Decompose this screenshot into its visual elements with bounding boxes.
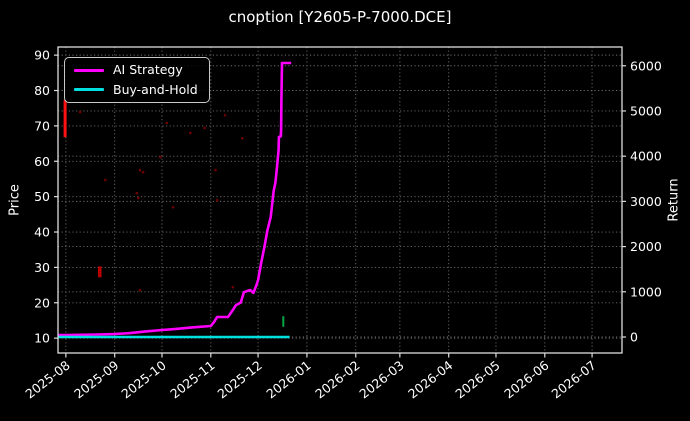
left-axis-label: Price — [7, 184, 23, 216]
tick-label: 70 — [34, 118, 50, 133]
trade-markers — [63, 100, 285, 327]
price-speck — [215, 198, 219, 202]
tick-label: 2026-06 — [501, 358, 551, 402]
tick-label: 90 — [34, 48, 50, 63]
tick-label: 60 — [34, 154, 50, 169]
tick-label: 20 — [34, 295, 50, 310]
price-speck — [159, 155, 162, 159]
price-speck — [138, 168, 142, 172]
price-speck — [214, 168, 217, 172]
ai-strategy-line-swatch — [74, 68, 104, 72]
tick-label: 2000 — [630, 239, 662, 254]
ai-strategy-line — [58, 61, 292, 337]
tick-label: 2026-02 — [312, 358, 362, 402]
price-speck — [223, 113, 227, 117]
price-speck — [189, 131, 192, 135]
price-speck — [231, 285, 235, 289]
legend-label-ai-strategy: AI Strategy — [113, 62, 183, 77]
tick-label: 2025-12 — [215, 358, 265, 402]
plot-spines — [57, 46, 623, 354]
chart-title: cnoption [Y2605-P-7000.DCE] — [228, 8, 452, 26]
tick-label: 2026-05 — [452, 358, 502, 402]
price-speck — [138, 288, 142, 292]
tick-label: 4000 — [630, 149, 662, 164]
price-speck — [241, 136, 244, 140]
price-speck — [165, 121, 169, 125]
legend: AI Strategy Buy-and-Hold — [64, 57, 210, 103]
legend-label-buy-and-hold: Buy-and-Hold — [113, 81, 198, 97]
tick-label: 30 — [34, 260, 50, 275]
tick-label: 2025-11 — [167, 358, 217, 402]
tick-label: 50 — [34, 189, 50, 204]
legend-item-ai-strategy: AI Strategy — [74, 62, 198, 77]
tick-label: 2026-03 — [356, 358, 406, 402]
price-speck — [171, 205, 175, 209]
tick-label: 10 — [34, 331, 50, 346]
right-axis-label: Return — [666, 178, 682, 222]
price-speck — [135, 191, 139, 195]
price-speck — [141, 170, 145, 174]
tick-label: 3000 — [630, 194, 662, 209]
tick-label: 1000 — [630, 284, 662, 299]
tick-label: 6000 — [630, 58, 662, 73]
tick-label: 2026-07 — [549, 358, 599, 402]
tick-label: 2026-01 — [263, 358, 313, 402]
tick-label: 2025-09 — [71, 358, 121, 402]
tick-marks — [54, 54, 626, 358]
tick-label: 2025-10 — [118, 358, 168, 402]
tick-label: 5000 — [630, 103, 662, 118]
tick-label: 0 — [630, 329, 638, 344]
price-speck — [78, 110, 82, 114]
price-speck — [137, 196, 140, 200]
tick-label: 40 — [34, 225, 50, 240]
price-speck-scatter — [78, 110, 244, 292]
buy-and-hold-line-swatch — [74, 88, 104, 92]
price-speck — [203, 126, 206, 130]
price-speck — [103, 178, 107, 182]
tick-label: 2026-04 — [405, 358, 455, 402]
tick-label: 2025-08 — [22, 358, 72, 402]
plot-border — [57, 46, 623, 354]
legend-item-buy-and-hold: Buy-and-Hold — [74, 81, 198, 97]
tick-label: 80 — [34, 83, 50, 98]
